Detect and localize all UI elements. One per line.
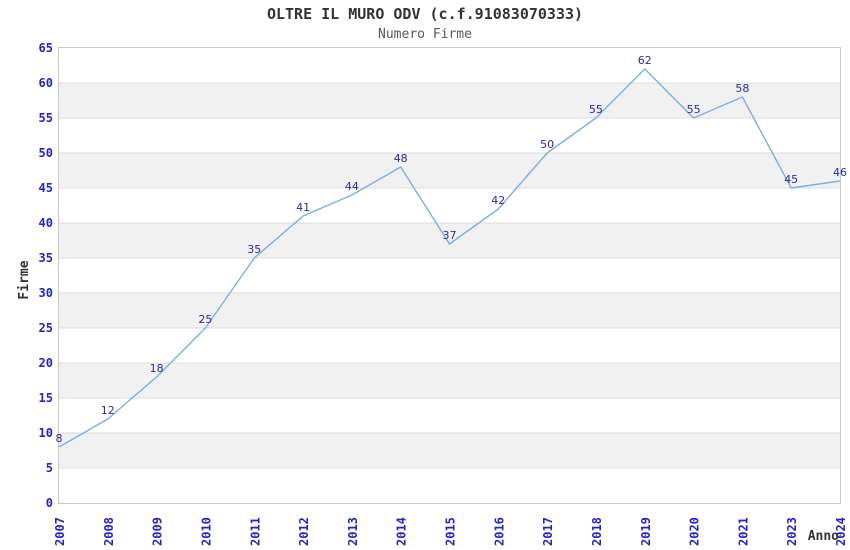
- data-point-label: 8: [56, 432, 63, 445]
- x-tick-label: 2023: [785, 517, 799, 546]
- data-point-label: 55: [687, 103, 701, 116]
- y-tick-label: 20: [39, 356, 53, 370]
- plot-band: [59, 153, 840, 188]
- data-point-label: 50: [540, 138, 554, 151]
- data-point-label: 25: [198, 313, 212, 326]
- x-tick-label: 2020: [688, 517, 702, 546]
- data-point-label: 37: [443, 229, 457, 242]
- chart-subtitle: Numero Firme: [378, 27, 472, 42]
- y-axis-title: Firme: [17, 260, 32, 299]
- x-tick-label: 2015: [444, 517, 458, 546]
- data-point-label: 41: [296, 201, 310, 214]
- x-tick-label: 2024: [834, 517, 848, 546]
- y-tick-label: 50: [39, 146, 53, 160]
- x-tick-label: 2016: [492, 517, 506, 546]
- x-tick-label: 2008: [102, 517, 116, 546]
- y-tick-label: 10: [39, 426, 53, 440]
- data-point-label: 42: [491, 194, 505, 207]
- data-point-label: 55: [589, 103, 603, 116]
- plot-band: [59, 293, 840, 328]
- x-tick-label: 2010: [199, 517, 213, 546]
- data-point-label: 45: [784, 173, 798, 186]
- y-tick-label: 25: [39, 321, 53, 335]
- plot-border: [58, 47, 841, 504]
- data-point-label: 35: [247, 243, 261, 256]
- x-axis-title: Anno: [808, 529, 839, 544]
- data-point-label: 46: [833, 166, 847, 179]
- series-line: [58, 68, 841, 448]
- x-tick-label: 2018: [590, 517, 604, 546]
- y-tick-label: 35: [39, 251, 53, 265]
- plot-band: [59, 363, 840, 398]
- data-point-label: 62: [638, 54, 652, 67]
- y-tick-label: 0: [46, 496, 53, 510]
- y-tick-label: 60: [39, 76, 53, 90]
- x-tick-label: 2012: [297, 517, 311, 546]
- y-tick-label: 15: [39, 391, 53, 405]
- x-tick-label: 2007: [53, 517, 67, 546]
- data-point-label: 48: [394, 152, 408, 165]
- x-tick-label: 2021: [736, 517, 750, 546]
- data-point-label: 58: [735, 82, 749, 95]
- y-tick-label: 45: [39, 181, 53, 195]
- x-tick-label: 2011: [248, 517, 262, 546]
- x-tick-label: 2013: [346, 517, 360, 546]
- data-point-label: 18: [150, 362, 164, 375]
- y-tick-label: 40: [39, 216, 53, 230]
- y-tick-label: 55: [39, 111, 53, 125]
- plot-band: [59, 83, 840, 118]
- y-tick-label: 65: [39, 41, 53, 55]
- x-tick-label: 2017: [541, 517, 555, 546]
- x-tick-label: 2009: [151, 517, 165, 546]
- y-tick-label: 30: [39, 286, 53, 300]
- plot-band: [59, 433, 840, 468]
- data-point-label: 12: [101, 404, 115, 417]
- data-point-label: 44: [345, 180, 359, 193]
- x-tick-label: 2014: [395, 517, 409, 546]
- x-tick-label: 2019: [639, 517, 653, 546]
- y-tick-label: 5: [46, 461, 53, 475]
- plot-band: [59, 223, 840, 258]
- chart-title: OLTRE IL MURO ODV (c.f.91083070333): [266, 5, 584, 23]
